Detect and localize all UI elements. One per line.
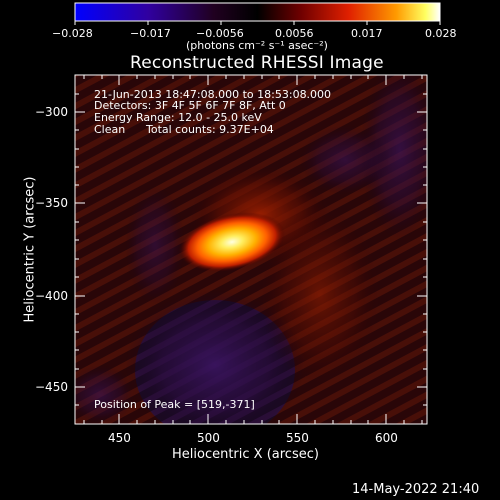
colorbar-tick-label: 0.017 <box>351 27 383 40</box>
x-tick-label: 450 <box>108 431 131 445</box>
colorbar-units: (photons cm⁻² s⁻¹ asec⁻²) <box>186 39 328 52</box>
x-axis-ticks <box>83 75 423 424</box>
y-axis-ticks <box>75 93 427 406</box>
y-tick-label: −300 <box>35 105 68 119</box>
plot-title: Reconstructed RHESSI Image <box>130 53 384 73</box>
x-tick-label: 600 <box>375 431 398 445</box>
y-axis-label: Heliocentric Y (arcsec) <box>22 176 38 323</box>
info-total-counts: Total counts: 9.37E+04 <box>146 123 274 136</box>
y-tick-label: −450 <box>35 380 68 394</box>
info-peak-position: Position of Peak = [519,-371] <box>94 398 255 411</box>
colorbar-tick-label: −0.028 <box>52 27 93 40</box>
colorbar <box>74 2 441 22</box>
colorbar-ticks <box>74 21 441 25</box>
footer-timestamp: 14-May-2022 21:40 <box>352 482 480 497</box>
colorbar-tick-label: 0.028 <box>425 27 457 40</box>
y-tick-label: −400 <box>35 289 68 303</box>
info-time-range: 21-Jun-2013 18:47:08.000 to 18:53:08.000 <box>94 88 332 101</box>
info-energy-range: Energy Range: 12.0 - 25.0 keV <box>94 111 262 124</box>
info-detectors: Detectors: 3F 4F 5F 6F 7F 8F, Att 0 <box>94 99 286 112</box>
y-tick-label: −350 <box>35 196 68 210</box>
x-axis-label: Heliocentric X (arcsec) <box>172 447 319 462</box>
solar-image <box>75 75 427 424</box>
flare-source <box>178 212 286 272</box>
colorbar-tick-label: 0.0056 <box>275 27 314 40</box>
colorbar-tick-label: −0.0056 <box>196 27 244 40</box>
plot-frame <box>74 74 428 425</box>
x-tick-label: 500 <box>197 431 220 445</box>
x-tick-label: 550 <box>286 431 309 445</box>
colorbar-tick-label: −0.017 <box>130 27 171 40</box>
info-method: Clean <box>94 123 126 136</box>
